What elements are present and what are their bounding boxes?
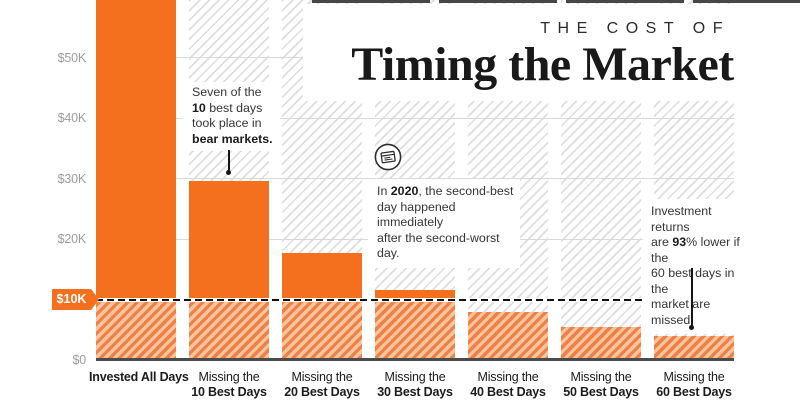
bar-solid-segment xyxy=(96,0,176,302)
y-tick-label: $30K xyxy=(57,171,87,186)
threshold-tag: $10K xyxy=(52,289,99,310)
title-kicker: THE COST OF xyxy=(540,20,730,37)
gridline xyxy=(96,178,734,179)
bar xyxy=(561,326,641,360)
main-title: Timing the Market xyxy=(351,38,734,91)
bar-solid-segment xyxy=(282,252,362,302)
annotation-bear-markets: Seven of the 10 best days took place in bea… xyxy=(183,82,280,151)
calendar-icon xyxy=(374,143,402,171)
gridline xyxy=(96,117,734,119)
bar xyxy=(282,252,362,360)
arrow-to-missing-60-bar xyxy=(689,268,694,330)
bar xyxy=(189,180,269,360)
x-tick-label: Missing the 40 Best Days xyxy=(470,370,546,399)
top-border-dashes xyxy=(312,0,800,3)
x-tick-label: Missing the 10 Best Days xyxy=(191,370,267,399)
x-tick-label: Missing the 30 Best Days xyxy=(377,370,453,399)
y-tick-label: $0 xyxy=(72,353,86,367)
bar xyxy=(654,336,734,360)
arrow-to-missing-10-bar xyxy=(226,150,231,175)
bar xyxy=(468,312,548,360)
annotation-2020: In 2020, the second-best day happened imm… xyxy=(368,179,520,268)
y-tick-label: $20K xyxy=(57,232,87,246)
annotation-93-percent: Investment returns are 93% lower if the 60… xyxy=(643,199,750,334)
x-tick-label: Missing the 50 Best Days xyxy=(563,370,639,399)
bar-solid-segment xyxy=(189,180,269,302)
x-axis-line xyxy=(96,358,734,361)
threshold-dashed-line xyxy=(96,298,734,302)
x-tick-label: Missing the 20 Best Days xyxy=(284,370,360,399)
x-tick-label: Missing the 60 Best Days xyxy=(656,370,732,399)
bar xyxy=(96,0,176,360)
x-tick-label: Invested All Days xyxy=(89,370,189,384)
y-tick-label: $50K xyxy=(57,50,87,65)
y-tick-label: $40K xyxy=(57,111,87,125)
title-block: THE COST OF Timing the Market xyxy=(303,4,800,101)
